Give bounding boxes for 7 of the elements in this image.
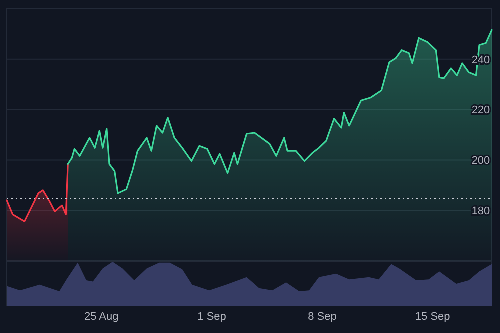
y-tick-label: 200 bbox=[472, 155, 490, 168]
x-tick-label: 15 Sep bbox=[415, 311, 450, 323]
x-tick-label: 1 Sep bbox=[198, 311, 226, 323]
y-tick-label: 220 bbox=[472, 104, 490, 117]
x-tick-label: 8 Sep bbox=[308, 311, 337, 323]
x-tick-label: 25 Aug bbox=[84, 311, 119, 323]
y-tick-label: 180 bbox=[472, 205, 490, 218]
